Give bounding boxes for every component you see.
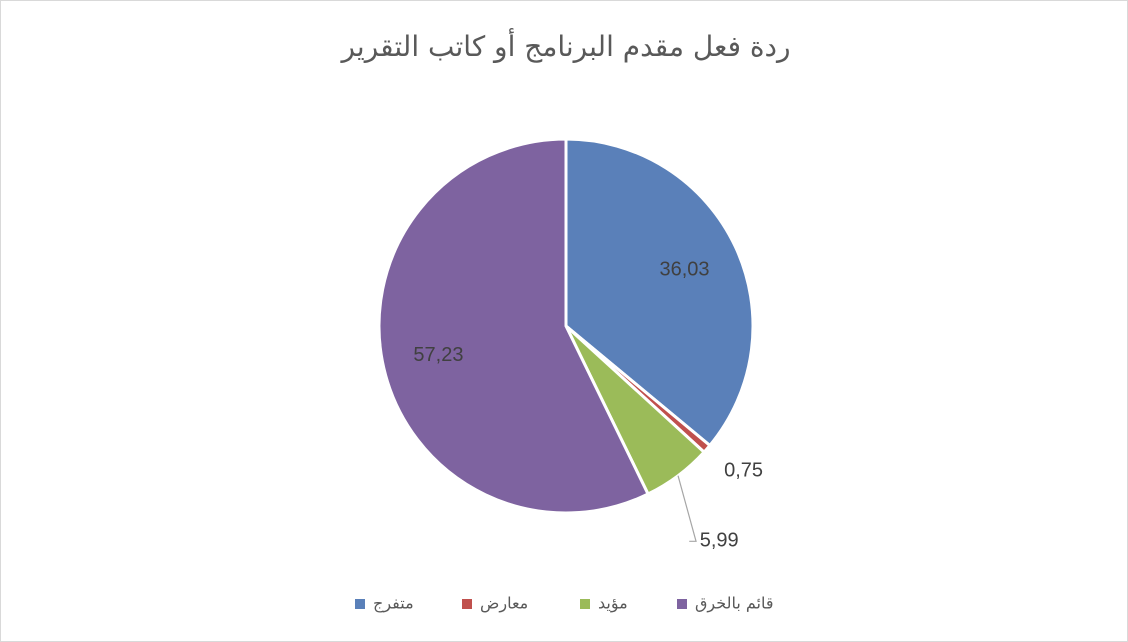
leader-line xyxy=(677,475,697,542)
data-label: 5,99 xyxy=(700,530,739,552)
legend-label: متفرج xyxy=(373,594,414,614)
legend-swatch xyxy=(677,599,687,609)
pie-slice xyxy=(377,137,651,515)
legend-swatch xyxy=(462,599,472,609)
legend-label: قائم بالخرق xyxy=(695,594,773,614)
legend-label: معارض xyxy=(480,594,528,614)
legend-swatch xyxy=(355,599,365,609)
pie-slice xyxy=(564,137,755,448)
legend-label: مؤيد xyxy=(598,594,628,614)
data-label: 57,23 xyxy=(413,344,463,366)
data-label: 36,03 xyxy=(659,259,709,281)
data-label: 0,75 xyxy=(724,460,763,482)
legend-swatch xyxy=(580,599,590,609)
chart-title: ردة فعل مقدم البرنامج أو كاتب التقرير xyxy=(339,27,790,63)
